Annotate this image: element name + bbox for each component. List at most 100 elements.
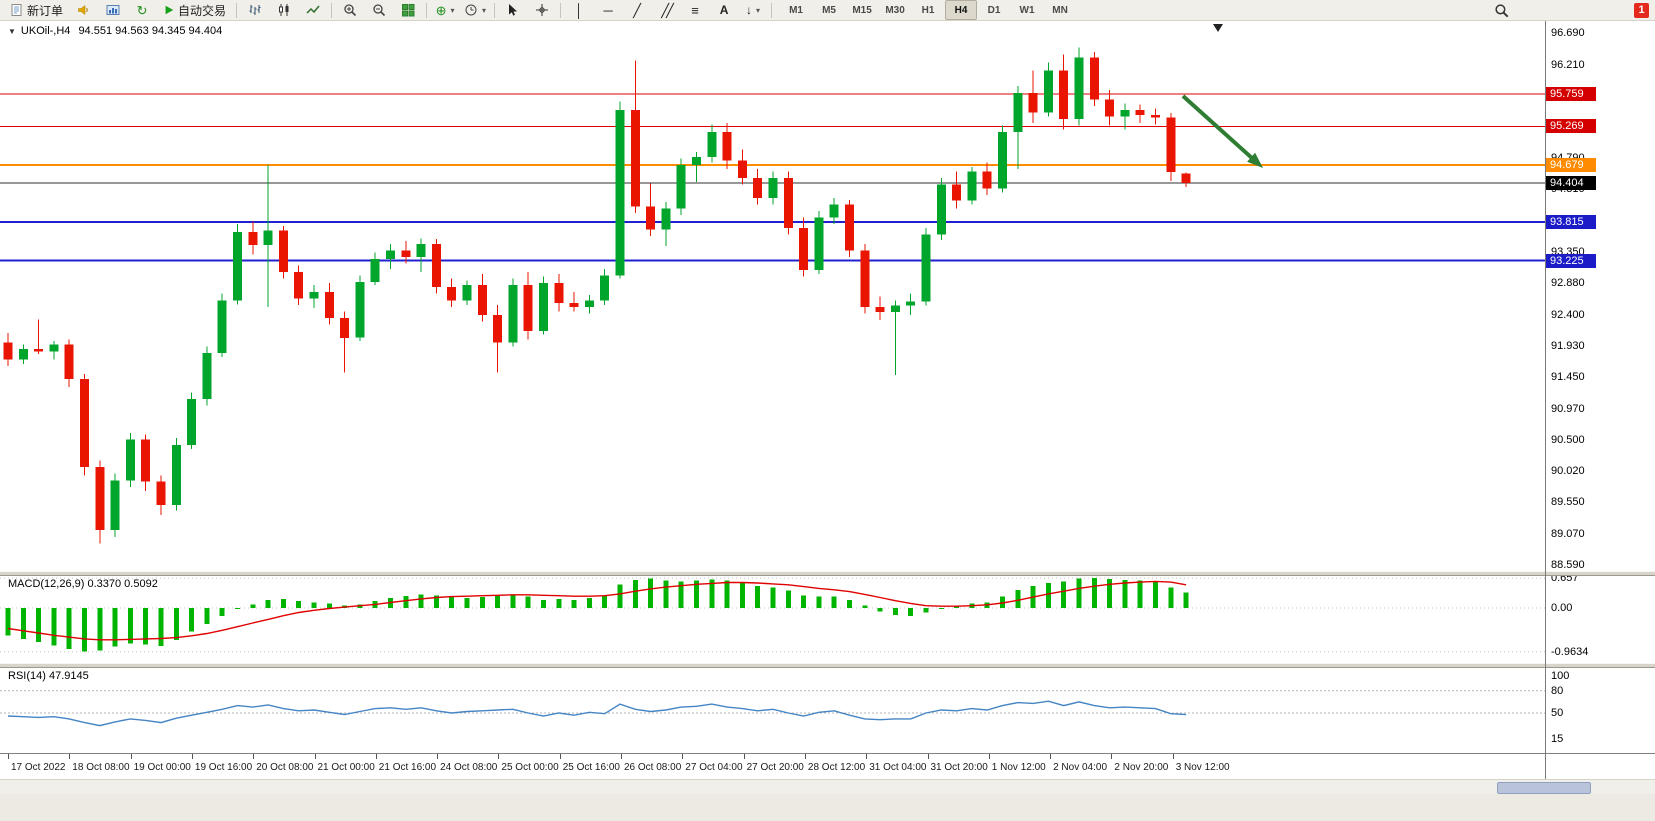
price-axis-label: 89.070 [1551, 527, 1585, 540]
autotrade-play-icon [165, 5, 174, 15]
rsi-axis-label: 80 [1551, 684, 1564, 697]
candlestick-chart-button[interactable] [270, 0, 298, 20]
panel-divider[interactable] [0, 663, 1655, 668]
cursor-tool-button[interactable] [499, 0, 527, 20]
time-axis: 17 Oct 2022 18 Oct 08:00 19 Oct 00:00 19 Oc… [0, 753, 1655, 779]
chart-shift-marker[interactable] [1213, 24, 1223, 32]
horizontal-line-tool-button[interactable]: ─ [594, 0, 622, 20]
charts-profile-icon [106, 5, 120, 15]
time-label: 3 Nov 12:00 [1175, 762, 1230, 773]
time-tick [866, 754, 868, 759]
timeframe-w1[interactable]: W1 [1019, 4, 1035, 16]
chevron-down-icon: ▾ [450, 5, 455, 15]
new-order-label: 新订单 [27, 3, 64, 18]
macd-axis: 0.657 0.00 -0.9634 [1546, 572, 1655, 663]
macd-histogram [5, 578, 1189, 652]
timeframe-m5[interactable]: M5 [822, 4, 836, 16]
add-indicator-icon: ⊕ [435, 2, 447, 18]
trendline-tool-button[interactable]: ╱ [623, 0, 651, 20]
rsi-line [7, 700, 1187, 727]
time-tick [498, 754, 500, 759]
text-tool-button[interactable]: A [710, 0, 738, 20]
channel-tool-button[interactable]: ╱╱ [652, 0, 680, 20]
trendline-icon: ╱ [633, 2, 641, 18]
toolbar-separator [426, 2, 428, 18]
macd-chart [0, 577, 1545, 653]
time-tick [253, 754, 255, 759]
horizontal-scrollbar[interactable] [0, 779, 1655, 794]
sound-alert-button[interactable] [70, 0, 98, 20]
price-badge: 93.225 [1546, 253, 1596, 268]
zoom-in-button[interactable] [336, 0, 364, 20]
macd-panel: MACD(12,26,9) 0.3370 0.5092 0.657 0.00 -0.… [0, 572, 1655, 663]
autotrading-button[interactable]: 自动交易 [157, 0, 232, 20]
crosshair-tool-button[interactable] [528, 0, 556, 20]
chevron-down-icon: ▾ [756, 5, 761, 15]
time-tick [130, 754, 132, 759]
timeframe-d1[interactable]: D1 [987, 4, 1001, 16]
line-chart-icon [306, 5, 320, 14]
time-tick [437, 754, 439, 759]
timeframe-m30[interactable]: M30 [885, 4, 905, 16]
time-tick [559, 754, 561, 759]
panel-divider[interactable] [0, 571, 1655, 576]
timeframe-h1[interactable]: H1 [921, 4, 935, 16]
text-tool-icon: A [719, 3, 729, 17]
timeframe-m15[interactable]: M15 [852, 4, 872, 16]
vertical-line-tool-button[interactable]: │ [565, 0, 593, 20]
periods-button[interactable]: ▾ [460, 0, 490, 20]
time-label: 27 Oct 04:00 [685, 762, 743, 773]
rsi-axis-label: 15 [1551, 732, 1564, 745]
time-tick [375, 754, 377, 759]
zoom-out-button[interactable] [365, 0, 393, 20]
price-axis-label: 91.450 [1551, 371, 1585, 384]
arrows-tool-button[interactable]: ↓ ▾ [739, 0, 767, 20]
one-click-trading-button[interactable]: ▼ [8, 27, 16, 36]
search-button[interactable] [1487, 0, 1515, 20]
line-chart-button[interactable] [299, 0, 327, 20]
rsi-value: 47.9145 [48, 670, 89, 682]
time-label: 19 Oct 00:00 [133, 762, 191, 773]
bar-chart-icon [249, 5, 261, 15]
timeframe-h4[interactable]: H4 [945, 0, 978, 20]
chart-title: ▼ UKOil-,H4 94.551 94.563 94.345 94.404 [8, 25, 222, 37]
zoom-in-icon [344, 4, 357, 17]
time-label: 1 Nov 12:00 [991, 762, 1046, 773]
toolbar-separator [560, 2, 562, 18]
main-toolbar: 新订单 ↻ 自动交易 [0, 0, 1655, 21]
timeframe-m1[interactable]: M1 [789, 4, 803, 16]
bar-chart-button[interactable] [241, 0, 269, 20]
refresh-button[interactable]: ↻ [128, 0, 156, 20]
time-label: 27 Oct 20:00 [746, 762, 804, 773]
scrollbar-thumb[interactable] [1497, 782, 1591, 794]
charts-profile-button[interactable] [99, 0, 127, 20]
time-tick [1111, 754, 1113, 759]
rsi-axis: 100 80 50 15 [1546, 666, 1655, 753]
price-axis-label: 92.880 [1551, 277, 1585, 290]
price-axis-label: 96.210 [1551, 58, 1585, 71]
fibonacci-tool-button[interactable]: ≡ [681, 0, 709, 20]
trend-arrow-head[interactable] [1247, 152, 1263, 168]
search-icon [1494, 3, 1508, 17]
price-axis-label: 90.500 [1551, 433, 1585, 446]
arrows-tool-icon: ↓ [746, 3, 753, 17]
new-order-button[interactable]: 新订单 [4, 0, 69, 20]
rsi-chart [0, 690, 1545, 727]
add-indicator-button[interactable]: ⊕ ▾ [431, 0, 459, 20]
price-axis-label: 90.020 [1551, 465, 1585, 478]
time-tick [8, 754, 9, 759]
notification-badge[interactable]: 1 [1634, 2, 1649, 18]
new-order-icon [11, 4, 22, 16]
macd-label: MACD(12,26,9) [8, 578, 85, 590]
price-axis-label: 88.590 [1551, 559, 1585, 571]
macd-signal-line [7, 580, 1187, 641]
time-tick [988, 754, 990, 759]
timeframe-mn[interactable]: MN [1052, 4, 1068, 16]
vertical-line-icon: │ [574, 2, 584, 18]
channel-icon: ╱╱ [661, 2, 674, 18]
macd-axis-label: -0.9634 [1551, 645, 1589, 658]
price-axis-label: 96.690 [1551, 27, 1585, 39]
time-label: 24 Oct 08:00 [440, 762, 498, 773]
tile-windows-button[interactable] [394, 0, 422, 20]
trend-arrow-line[interactable] [1181, 94, 1257, 163]
